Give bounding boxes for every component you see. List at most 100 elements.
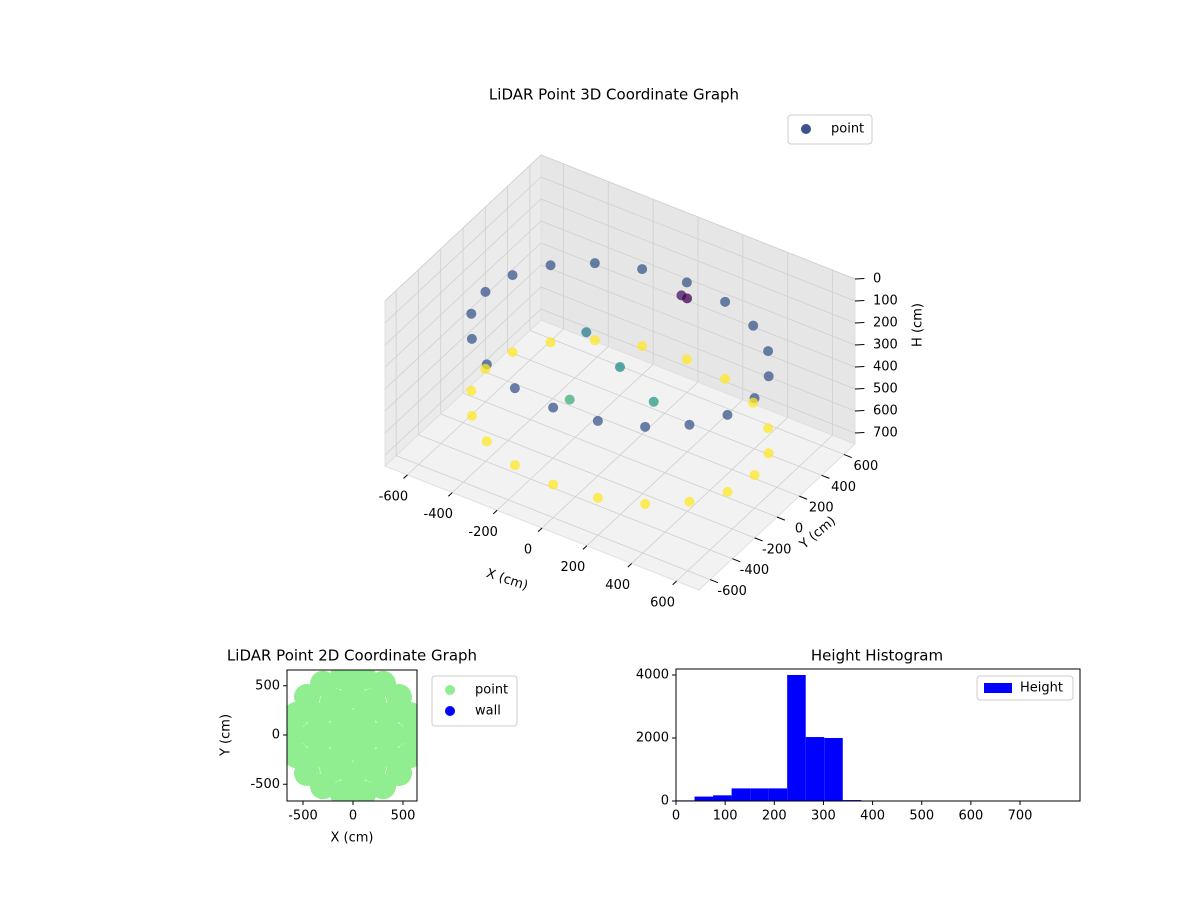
x-tick-label: -600 [379, 489, 409, 504]
point [480, 286, 491, 297]
y-tick-label: 500 [255, 678, 280, 693]
y-tick-label: -400 [740, 563, 770, 578]
tick-mark [537, 527, 543, 533]
point [720, 373, 731, 384]
bar [805, 737, 825, 801]
x-axis-label: X (cm) [484, 566, 530, 594]
tick-mark [709, 579, 719, 584]
point [637, 341, 648, 352]
point [615, 362, 625, 372]
point [287, 722, 306, 749]
grid-line [540, 220, 856, 346]
x-axis-label: X (cm) [331, 831, 374, 846]
point [684, 419, 695, 430]
grid-line [540, 176, 856, 302]
legend-marker [445, 706, 455, 716]
y-tick-label: 200 [809, 501, 834, 516]
point [722, 409, 733, 420]
x-tick-label: 300 [811, 809, 836, 824]
legend-label: Height [1020, 681, 1063, 696]
y-tick-label: 0 [661, 794, 669, 809]
y-tick-label: 400 [831, 480, 856, 495]
tick-mark [492, 509, 498, 515]
tick-mark [672, 580, 677, 586]
point [763, 346, 774, 357]
point [640, 498, 651, 509]
point [748, 320, 759, 331]
point [329, 780, 356, 801]
x-tick-label: 400 [605, 578, 630, 593]
grid-line [540, 154, 856, 280]
legend-marker [984, 683, 1012, 693]
point [763, 423, 774, 434]
legend-label: wall [475, 704, 501, 719]
point [682, 293, 693, 304]
x-tick-label: 200 [560, 560, 585, 575]
point [507, 270, 518, 281]
x-tick-label: -200 [468, 525, 498, 540]
x-tick-label: 600 [650, 596, 675, 611]
z-tick-label: 400 [873, 360, 898, 375]
point [310, 773, 336, 800]
point [589, 335, 600, 346]
point [684, 496, 695, 507]
x-tick-label: 0 [349, 809, 357, 824]
point [300, 722, 326, 749]
x-tick-label: 100 [713, 809, 738, 824]
point [548, 479, 559, 490]
grid-line [384, 286, 542, 434]
grid-line [540, 286, 856, 412]
y-tick-label: 0 [272, 728, 280, 743]
legend-marker [445, 685, 455, 695]
point [720, 296, 731, 307]
x-tick-label: -500 [288, 809, 318, 824]
point [509, 460, 520, 471]
tick-mark [448, 492, 453, 497]
y-axis-label: Y (cm) [219, 714, 234, 757]
x-tick-label: 500 [909, 809, 934, 824]
z-tick-label: 600 [873, 404, 898, 419]
z-tick-label: 200 [873, 316, 898, 331]
point [287, 701, 310, 728]
point [637, 264, 648, 275]
grid-line [384, 308, 542, 456]
point [480, 363, 491, 374]
z-tick-label: 0 [873, 272, 881, 287]
z-tick-label: 300 [873, 338, 898, 353]
y-tick-label: 2000 [636, 730, 669, 745]
bar [768, 788, 788, 801]
bar [713, 795, 732, 801]
grid-line [395, 455, 711, 580]
point [545, 260, 556, 271]
z-tick-label: 700 [873, 426, 898, 441]
point [548, 402, 559, 413]
tick-mark [754, 537, 763, 542]
point [370, 670, 396, 697]
grid-line [540, 308, 856, 434]
tick-mark [799, 495, 808, 500]
tick-mark [582, 545, 588, 550]
point [581, 327, 592, 338]
grid-line [529, 330, 845, 455]
legend-label: point [831, 122, 864, 137]
point [592, 492, 603, 503]
y-tick-label: 4000 [636, 667, 669, 682]
plot-area [287, 670, 417, 801]
x-tick-label: 400 [860, 809, 885, 824]
grid-line [384, 198, 542, 346]
point [329, 670, 356, 690]
grid-line [384, 154, 542, 302]
bar [731, 788, 751, 801]
tick-mark [732, 558, 741, 563]
point [749, 470, 760, 481]
x-tick-label: 0 [672, 809, 680, 824]
y-tick-label: -600 [717, 584, 747, 599]
bar [787, 674, 806, 801]
point [589, 258, 600, 269]
z-tick-label: 100 [873, 294, 898, 309]
point [763, 448, 774, 459]
point [350, 780, 377, 801]
chart-title: LiDAR Point 3D Coordinate Graph [489, 86, 739, 104]
grid-line [462, 392, 778, 518]
